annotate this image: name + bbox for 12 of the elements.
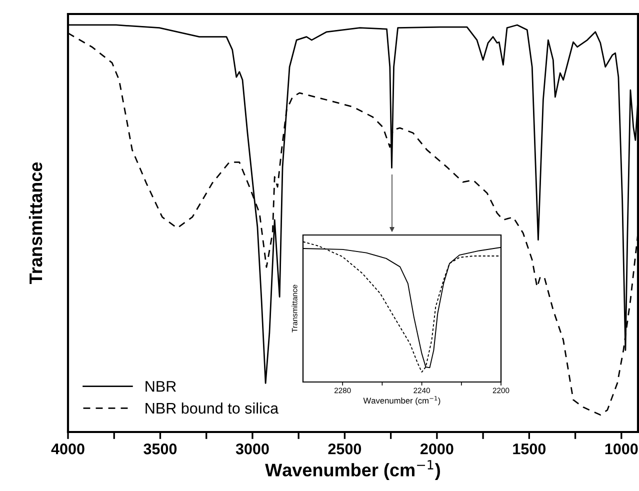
x-tick-label: 1500 xyxy=(513,444,546,454)
x-axis-title: Wavenumber (cm$^{−1}$) xyxy=(265,460,440,480)
x-tick-label: 2000 xyxy=(420,444,454,454)
legend-label: NBR bound to silica xyxy=(146,402,279,414)
x-tick-label: 1000 xyxy=(605,444,638,454)
x-axis-title: Wavenumber (cm$^{−1}$) xyxy=(363,396,440,406)
y-axis-title: Transmittance xyxy=(28,162,42,284)
x-tick-label: 4000 xyxy=(51,444,84,454)
x-tick-label: 3000 xyxy=(236,444,269,454)
x-tick-label: 2500 xyxy=(328,444,362,454)
legend-label: NBR xyxy=(146,381,176,392)
x-tick-label: 3500 xyxy=(144,444,177,454)
